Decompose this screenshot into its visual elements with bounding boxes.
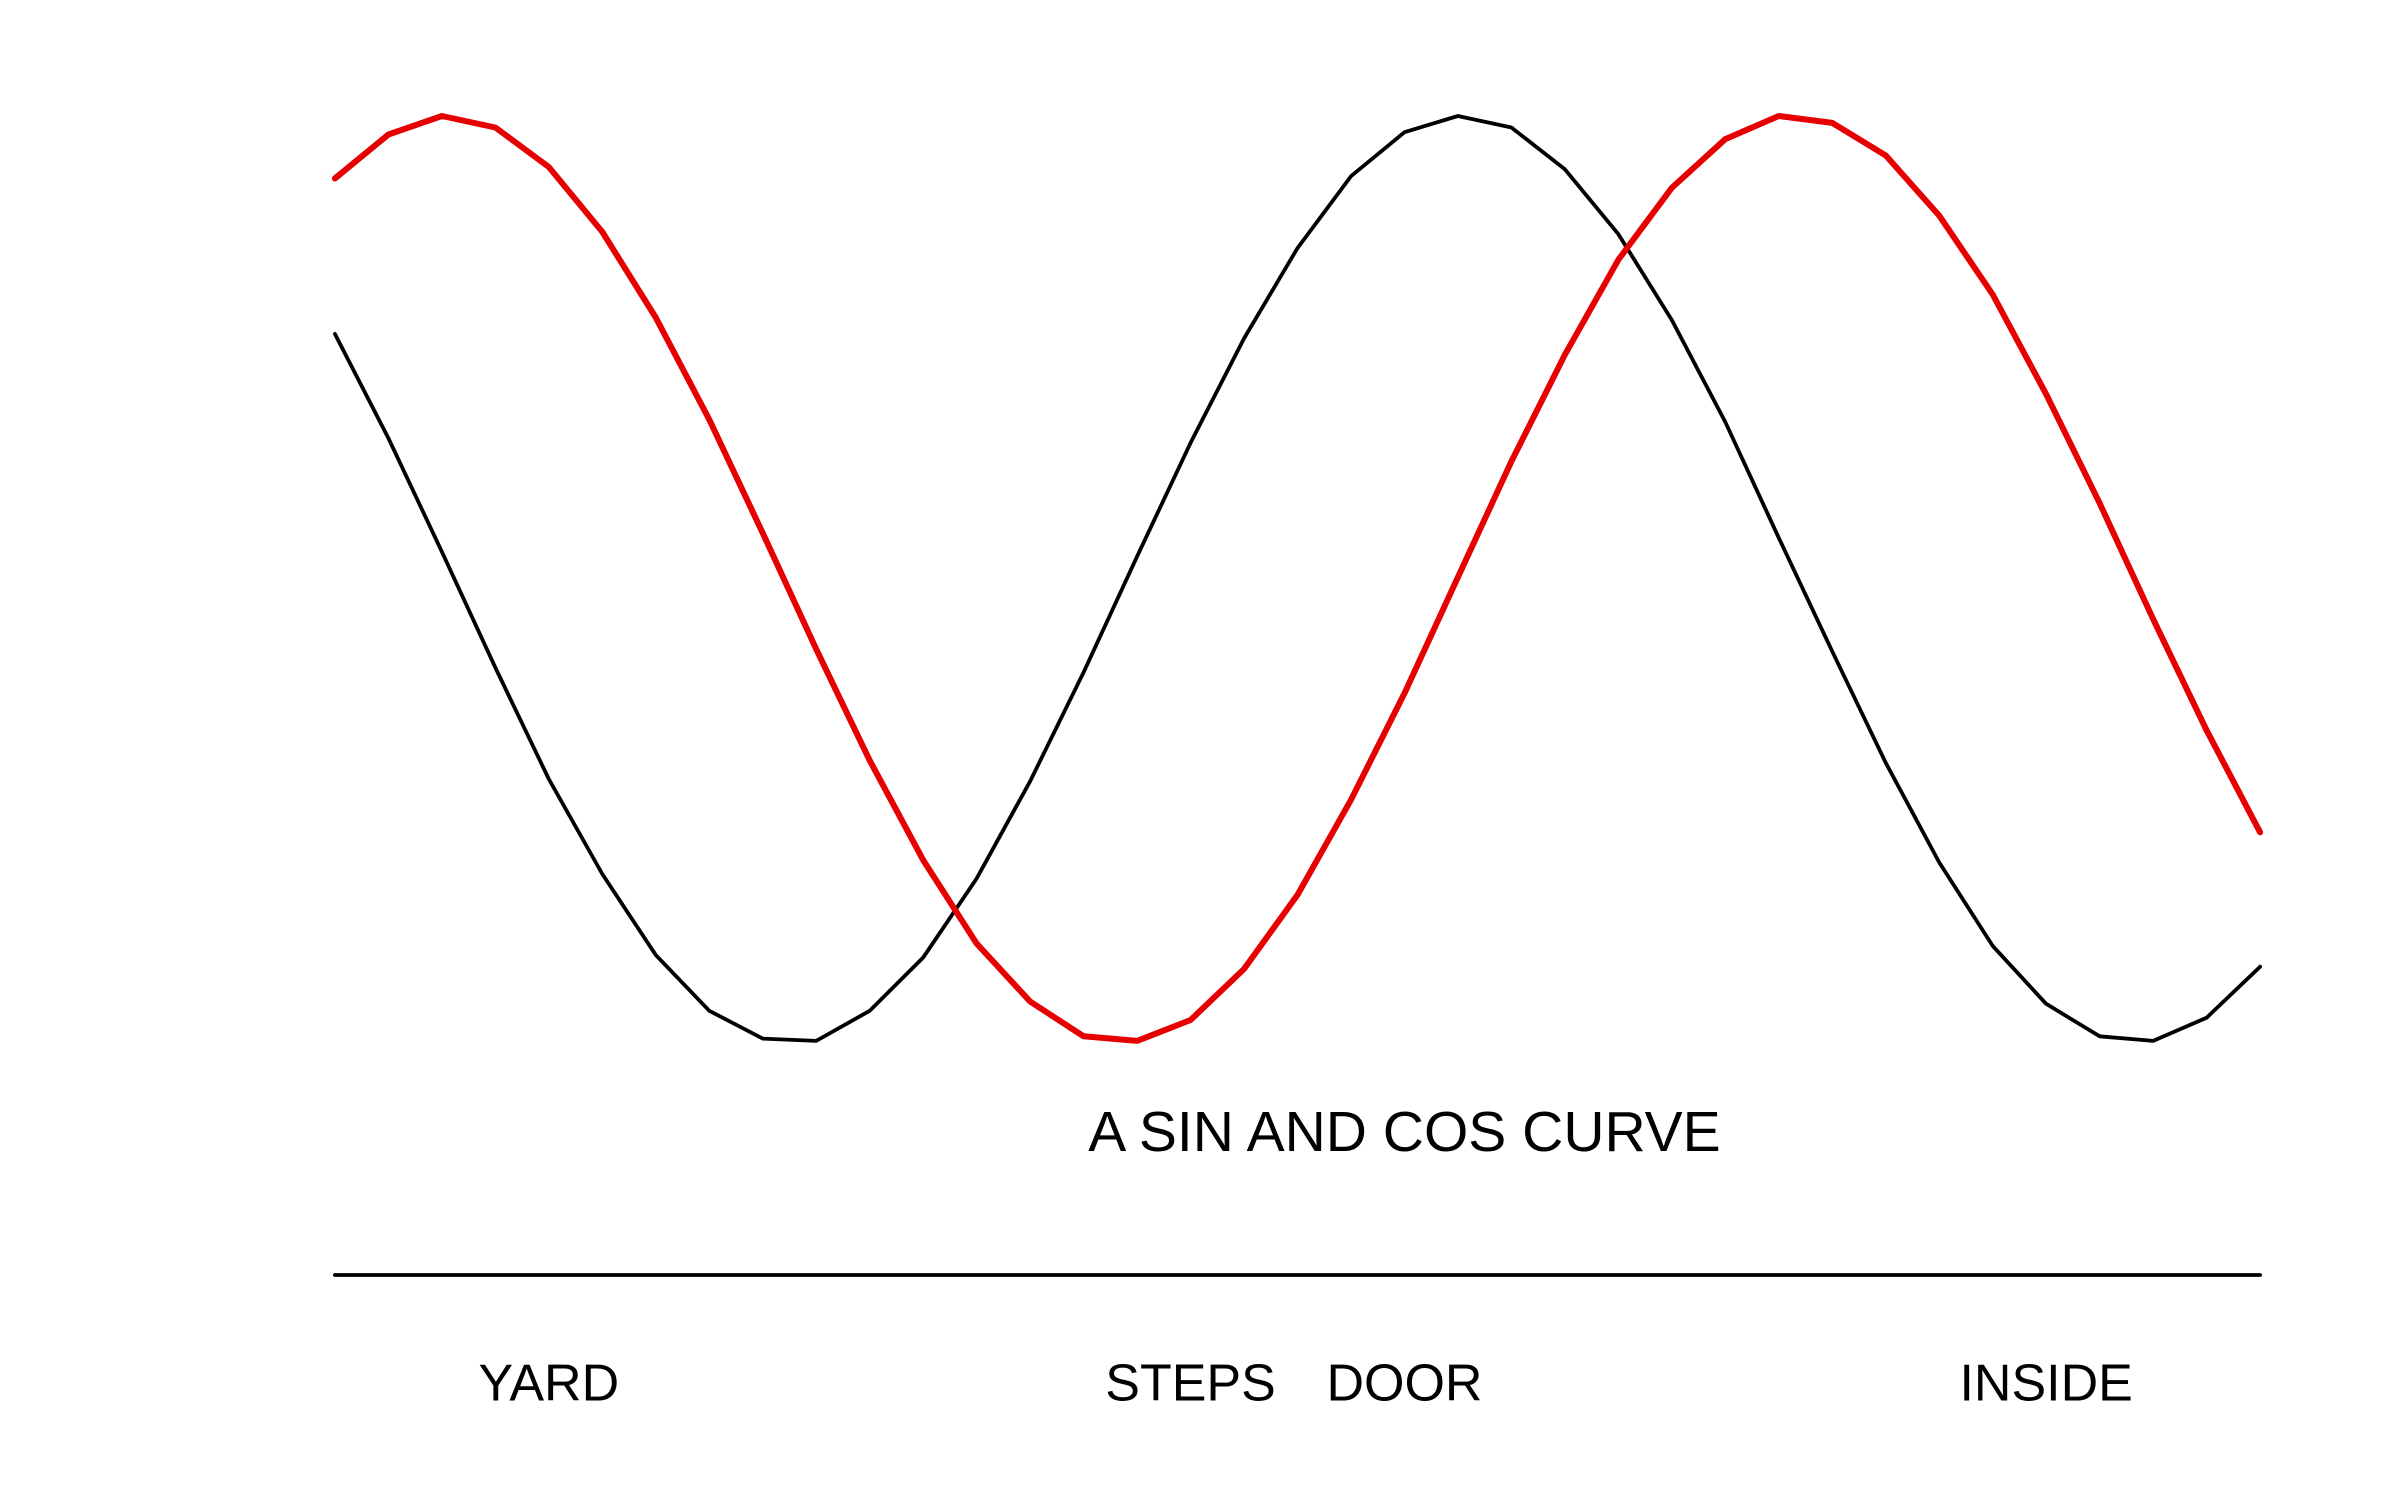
x-tick-label: DOOR [1326, 1355, 1482, 1413]
labels: YARD STEPS DOOR INSIDE A SIN AND COS CURVE [479, 1100, 2133, 1413]
annotation: A SIN AND COS CURVE [1088, 1100, 1720, 1164]
data-line [333, 114, 2262, 1043]
x-tick-label: INSIDE [1959, 1355, 2132, 1413]
data-line [331, 113, 2264, 1044]
x-tick-label: STEPS [1105, 1355, 1276, 1413]
plot-lines [331, 113, 2264, 1277]
x-tick-label: YARD [479, 1355, 620, 1413]
